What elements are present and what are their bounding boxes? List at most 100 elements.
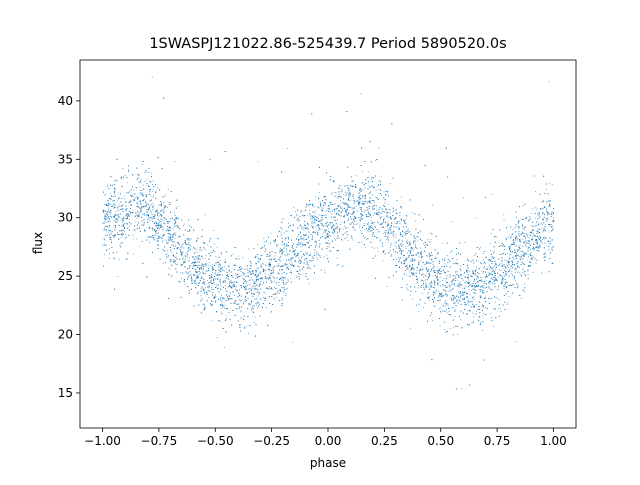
data-point [525, 241, 527, 243]
data-point [415, 240, 416, 242]
data-point [345, 228, 347, 229]
data-point [311, 219, 313, 221]
data-point [160, 223, 162, 225]
data-point [117, 231, 118, 233]
data-point [334, 225, 335, 226]
data-point [316, 251, 318, 253]
data-point [118, 210, 120, 211]
data-point [257, 301, 259, 303]
data-point [523, 252, 525, 253]
data-point [473, 299, 475, 300]
data-point [460, 270, 462, 272]
data-point [280, 260, 281, 262]
data-point [358, 203, 360, 205]
data-point [218, 269, 220, 271]
data-point [311, 225, 312, 227]
data-point [417, 277, 419, 279]
data-point [492, 256, 493, 257]
data-point [105, 225, 107, 227]
data-point [485, 263, 486, 264]
data-point [476, 304, 478, 305]
data-point [256, 304, 257, 306]
data-point [506, 304, 508, 306]
data-point [360, 213, 361, 214]
data-point [377, 185, 378, 187]
data-point [452, 300, 454, 302]
data-point [137, 178, 138, 180]
data-point [444, 305, 446, 307]
data-point [263, 237, 265, 239]
data-point [239, 258, 240, 260]
data-point [132, 194, 133, 196]
data-point [398, 221, 400, 223]
data-point [366, 201, 368, 203]
data-point [215, 262, 216, 264]
data-point [324, 225, 326, 226]
data-point [114, 196, 116, 198]
data-point [266, 287, 268, 289]
data-point [240, 271, 242, 272]
data-point [141, 163, 143, 165]
data-point [106, 230, 107, 232]
data-point [356, 205, 357, 207]
data-point [382, 226, 384, 228]
data-point [406, 252, 408, 254]
data-point [299, 243, 300, 245]
data-point [511, 260, 512, 262]
data-point [184, 283, 186, 285]
data-point [405, 257, 407, 259]
data-point [468, 323, 470, 325]
data-point [499, 263, 501, 265]
data-point [491, 317, 493, 319]
data-point [528, 240, 530, 242]
data-point [478, 317, 480, 319]
data-point [446, 286, 448, 288]
data-point [483, 313, 484, 315]
data-point [367, 177, 368, 178]
data-point [331, 232, 333, 233]
data-point [158, 245, 160, 247]
data-point [185, 239, 187, 241]
data-point [483, 292, 485, 294]
data-point [335, 220, 337, 222]
data-point [463, 279, 464, 281]
data-point [157, 214, 158, 216]
data-point [339, 203, 341, 205]
data-point [220, 278, 222, 280]
data-point [262, 263, 264, 265]
data-point [439, 325, 441, 327]
data-point [150, 181, 152, 183]
data-point [317, 227, 319, 229]
data-point [367, 203, 369, 204]
data-point [524, 252, 525, 254]
data-point [201, 268, 203, 270]
data-point [148, 217, 150, 219]
data-point [387, 204, 389, 206]
data-point [208, 297, 210, 299]
data-point [472, 312, 474, 314]
data-point [106, 249, 108, 251]
data-point [220, 304, 221, 306]
data-point [346, 226, 348, 228]
data-point [501, 243, 502, 244]
data-point [200, 265, 202, 266]
data-point [249, 272, 251, 274]
data-point [408, 271, 410, 273]
data-point [507, 302, 509, 304]
data-point [172, 228, 174, 230]
data-point [378, 147, 380, 149]
data-point [150, 195, 152, 197]
data-point [430, 270, 432, 272]
data-point [138, 245, 140, 247]
data-point [518, 226, 520, 228]
data-point [291, 245, 293, 246]
data-point [429, 299, 430, 301]
data-point [406, 268, 408, 270]
data-point [515, 269, 517, 271]
data-point [299, 231, 301, 233]
data-point [128, 218, 130, 220]
data-point [421, 255, 422, 257]
data-point [482, 291, 484, 293]
data-point [414, 259, 416, 261]
data-point [210, 265, 212, 267]
